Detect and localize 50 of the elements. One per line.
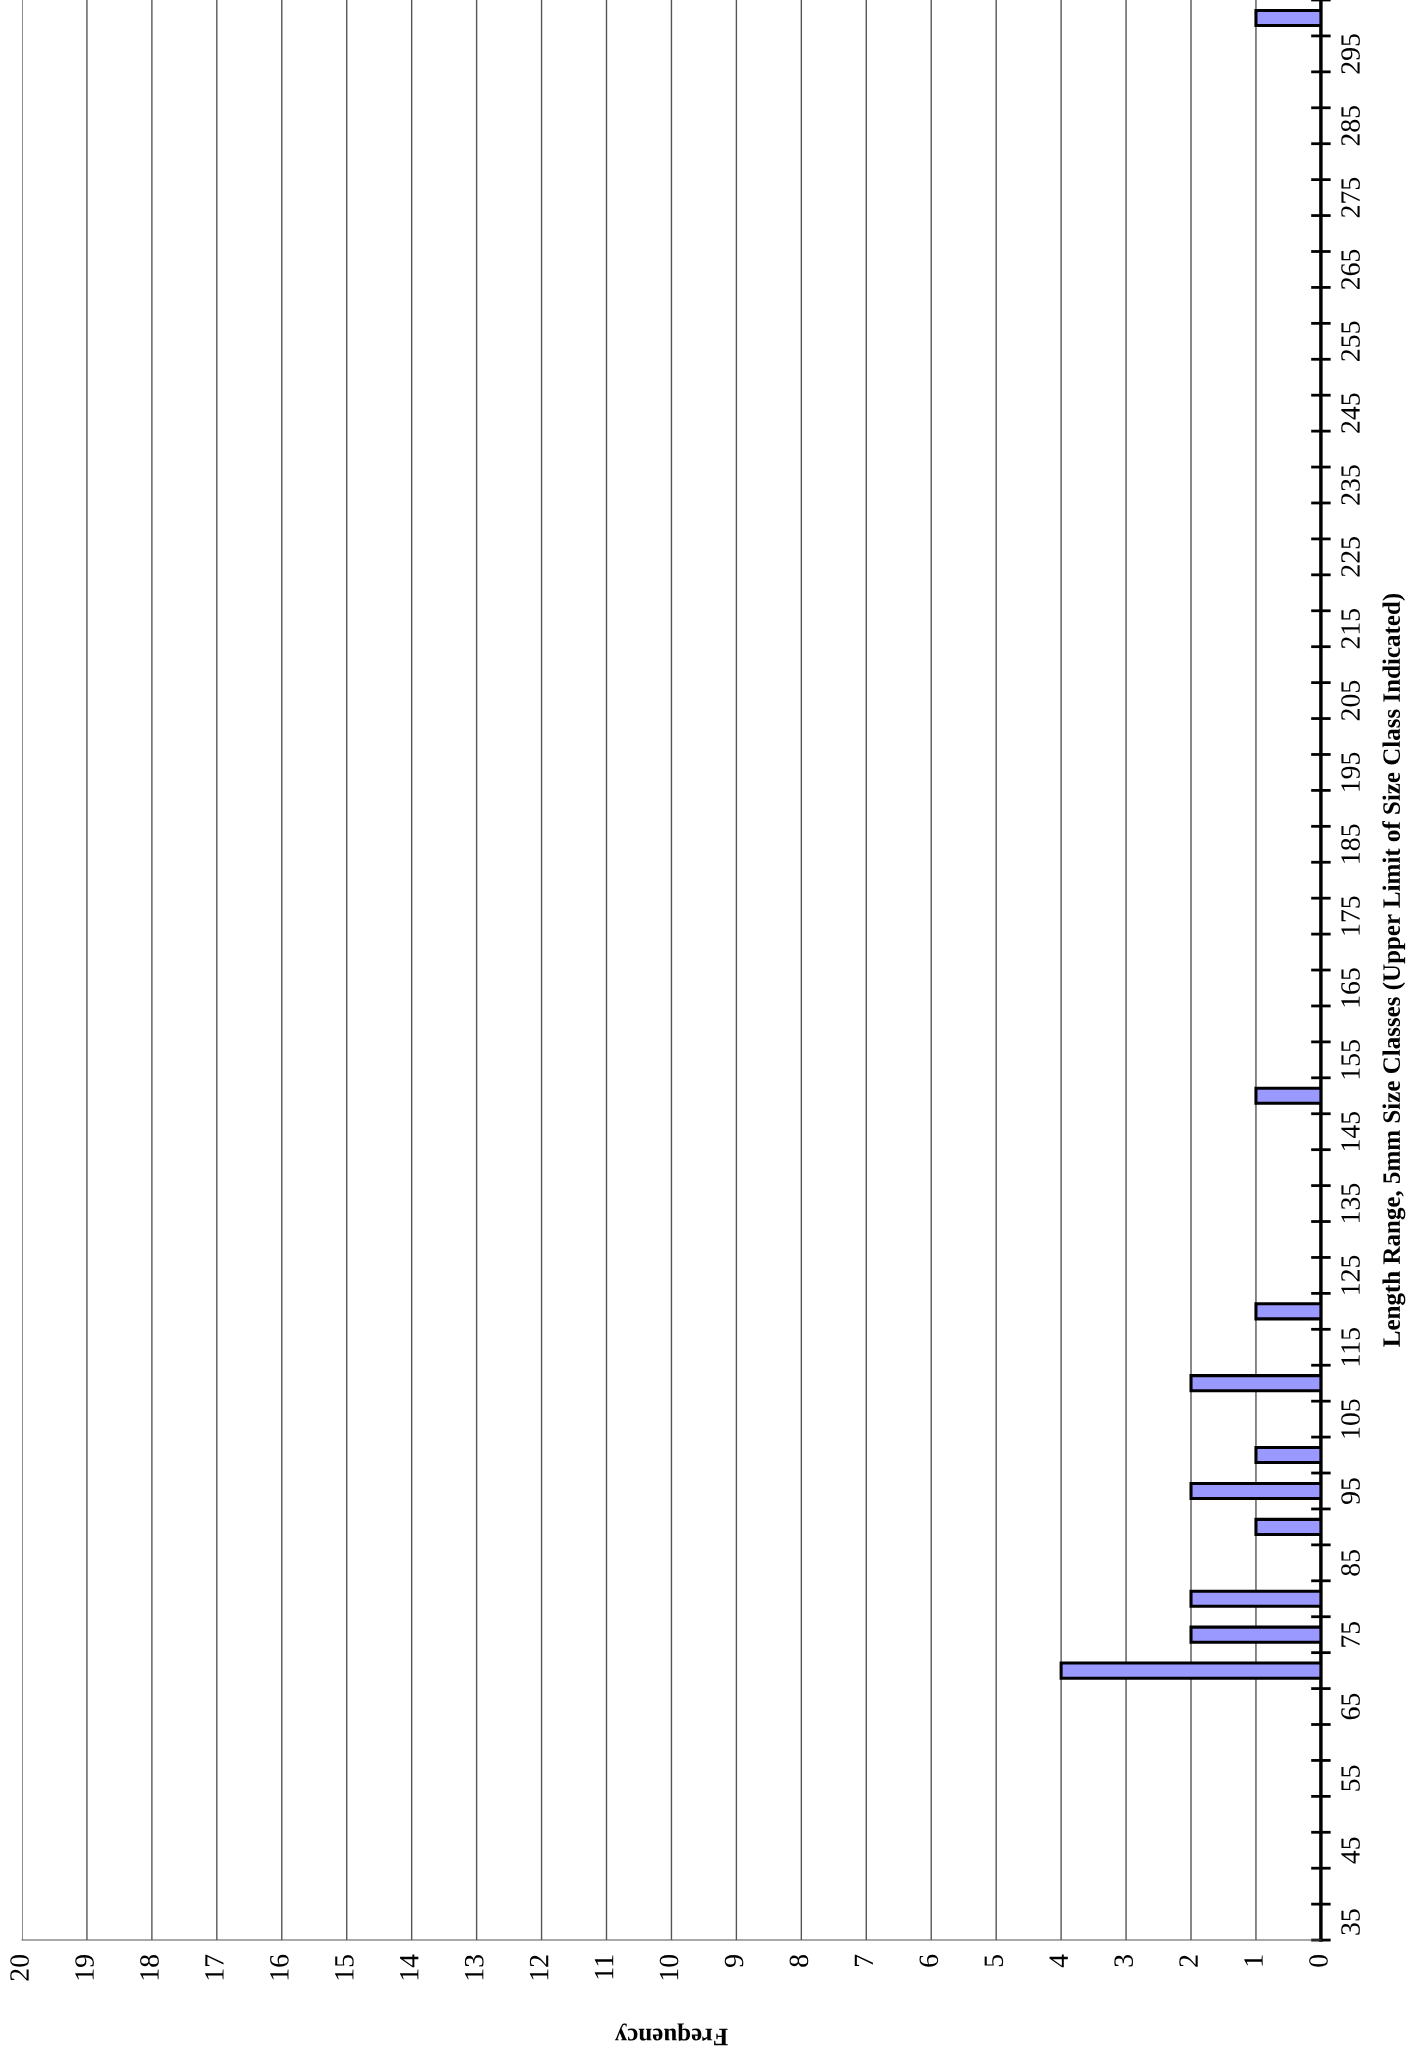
x-tick-label: 19 bbox=[75, 1955, 94, 1980]
x-tick-label: 2 bbox=[1179, 1955, 1198, 1967]
y-tick-label: 55 bbox=[1341, 1765, 1360, 1791]
y-tick-label: 75 bbox=[1341, 1621, 1360, 1647]
y-tick-label: 275 bbox=[1341, 177, 1360, 218]
y-tick-label: 215 bbox=[1341, 608, 1360, 649]
y-tick-label: 205 bbox=[1341, 680, 1360, 721]
y-tick-label: 115 bbox=[1341, 1328, 1360, 1366]
x-tick-label: 7 bbox=[854, 1954, 873, 1967]
y-tick-label: 295 bbox=[1341, 34, 1360, 74]
y-tick-label: 145 bbox=[1341, 1111, 1360, 1151]
x-tick-label: 14 bbox=[400, 1954, 419, 1980]
y-tick-label: 65 bbox=[1341, 1693, 1360, 1720]
y-tick-label: 125 bbox=[1341, 1255, 1360, 1294]
y-tick-label: 95 bbox=[1341, 1478, 1360, 1504]
y-tick-label: 185 bbox=[1341, 824, 1360, 863]
y-tick-label: 155 bbox=[1341, 1040, 1360, 1079]
x-tick-label: 18 bbox=[140, 1955, 159, 1980]
y-axis-title: Length Range, 5mm Size Classes (Upper Limit of Size Class Indicated) bbox=[1382, 593, 1406, 1347]
x-tick-label: 3 bbox=[1114, 1955, 1134, 1967]
x-tick-label: 13 bbox=[464, 1955, 484, 1980]
x-tick-label: 15 bbox=[335, 1955, 354, 1980]
x-tick-label: 5 bbox=[984, 1955, 1004, 1967]
y-tick-label: 135 bbox=[1341, 1183, 1360, 1222]
x-tick-label: 9 bbox=[724, 1955, 744, 1967]
x-tick-label: 0 bbox=[1309, 1955, 1328, 1967]
x-tick-label: 20 bbox=[10, 1955, 29, 1981]
y-tick-label: 265 bbox=[1341, 249, 1360, 290]
x-tick-label: 16 bbox=[270, 1954, 289, 1980]
x-tick-label: 17 bbox=[205, 1954, 224, 1980]
x-tick-label: 1 bbox=[1244, 1955, 1263, 1966]
x-tick-label: 6 bbox=[919, 1954, 939, 1967]
y-tick-label: 35 bbox=[1341, 1909, 1360, 1935]
y-tick-label: 195 bbox=[1341, 752, 1360, 791]
x-tick-label: 10 bbox=[659, 1955, 679, 1980]
y-tick-label: 175 bbox=[1341, 896, 1360, 935]
x-axis-title: Frequency bbox=[614, 2023, 728, 2046]
y-tick-label: 245 bbox=[1341, 393, 1360, 433]
y-tick-label: 285 bbox=[1341, 106, 1360, 146]
x-tick-label: 4 bbox=[1049, 1954, 1068, 1968]
y-tick-label: 235 bbox=[1341, 465, 1360, 505]
x-tick-label: 12 bbox=[529, 1955, 549, 1980]
y-tick-label: 165 bbox=[1341, 968, 1360, 1007]
y-tick-label: 255 bbox=[1341, 321, 1360, 361]
y-tick-label: 45 bbox=[1341, 1837, 1360, 1864]
x-tick-label: 11 bbox=[594, 1955, 614, 1979]
x-tick-label: 8 bbox=[789, 1955, 809, 1967]
y-tick-label: 225 bbox=[1341, 537, 1360, 577]
y-tick-label: 85 bbox=[1341, 1550, 1360, 1576]
y-tick-label: 105 bbox=[1341, 1399, 1360, 1438]
